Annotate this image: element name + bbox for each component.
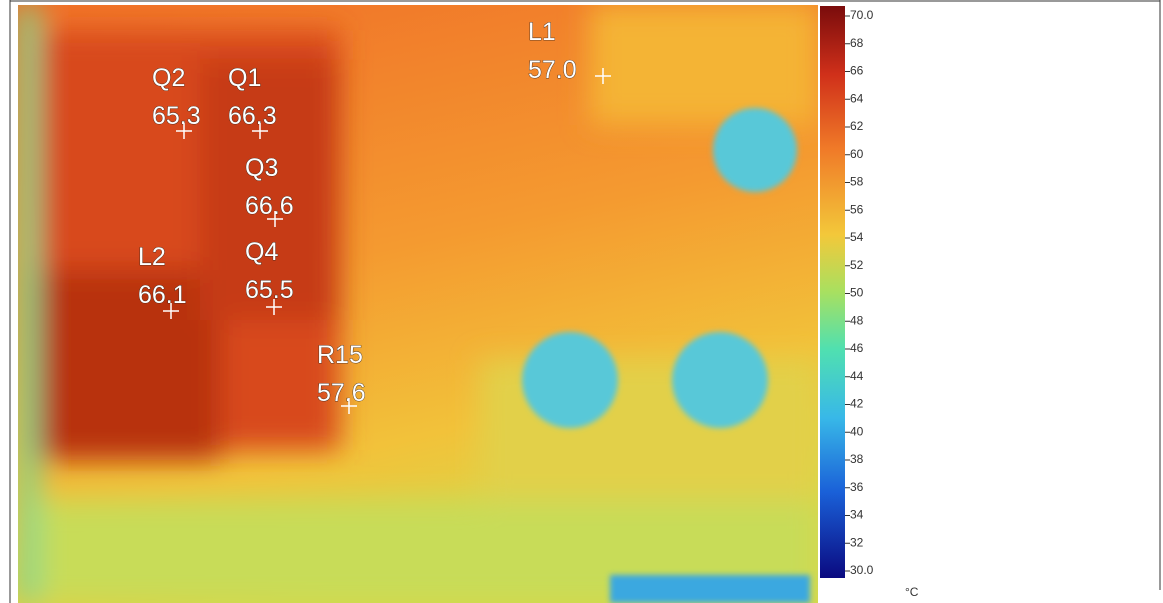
colorbar-tick-label: 38 — [850, 452, 864, 466]
marker-label: Q1 — [228, 64, 261, 92]
colorbar-tick-label: 46 — [850, 341, 864, 355]
marker-value: 66.3 — [228, 102, 277, 130]
colorbar-tick-label: 40 — [850, 424, 864, 438]
colorbar-tick-label: 64 — [850, 91, 864, 105]
marker-label: L2 — [138, 243, 166, 271]
marker-label: R15 — [317, 341, 363, 369]
marker-value: 66.1 — [138, 281, 187, 309]
colorbar-tick-label: 60 — [850, 147, 864, 161]
colorbar-tick-label: 52 — [850, 258, 864, 272]
marker-label: L1 — [528, 18, 556, 46]
colorbar-tick-label: 42 — [850, 397, 864, 411]
marker-label: Q3 — [245, 154, 278, 182]
colorbar-tick-label: 68 — [850, 36, 864, 50]
thermal-view: °C L1 57.0 Q2 65.3 Q1 66.3 Q3 66.6 L2 66.1 Q4 65.5 R… — [0, 0, 1163, 603]
page: °C L1 57.0 Q2 65.3 Q1 66.3 Q3 66.6 L2 66.1 Q4 65.5 R… — [0, 0, 1163, 603]
marker-value: 57.6 — [317, 379, 366, 407]
marker-value: 66.6 — [245, 192, 294, 220]
colorbar-tick-label: 50 — [850, 286, 864, 300]
colorbar-tick-label: 54 — [850, 230, 864, 244]
colorbar-tick-label: 62 — [850, 119, 864, 133]
colorbar-tick-label: 44 — [850, 369, 864, 383]
colorbar — [820, 6, 845, 578]
marker-value: 65.3 — [152, 102, 201, 130]
marker-label: Q4 — [245, 238, 278, 266]
marker-label: Q2 — [152, 64, 185, 92]
colorbar-tick-label: 58 — [850, 175, 864, 189]
colorbar-tick-label: 66 — [850, 64, 864, 78]
colorbar-tick-label: 48 — [850, 313, 864, 327]
unit-label: °C — [905, 585, 919, 599]
colorbar-tick-label: 56 — [850, 202, 864, 216]
marker-value: 57.0 — [528, 56, 577, 84]
colorbar-tick-label: 32 — [850, 535, 864, 549]
colorbar-tick-label: 70.0 — [850, 8, 874, 22]
colorbar-tick-label: 36 — [850, 480, 864, 494]
marker-value: 65.5 — [245, 276, 294, 304]
colorbar-tick-label: 34 — [850, 508, 864, 522]
colorbar-tick-label: 30.0 — [850, 563, 874, 577]
